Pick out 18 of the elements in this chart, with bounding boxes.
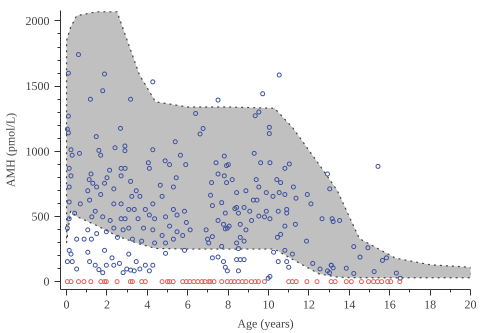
y-axis-title: AMH (pmol/L) bbox=[4, 112, 18, 188]
x-tick-label: 6 bbox=[184, 298, 191, 312]
x-tick-label: 8 bbox=[225, 298, 232, 312]
x-tick-label: 2 bbox=[104, 298, 110, 312]
y-tick-label: 0 bbox=[44, 274, 50, 289]
x-tick-label: 10 bbox=[262, 298, 275, 312]
y-tick-label: 500 bbox=[32, 209, 50, 224]
x-tick-label: 20 bbox=[464, 298, 476, 312]
x-tick-label: 16 bbox=[384, 298, 396, 312]
y-tick-label: 1000 bbox=[26, 144, 50, 158]
y-tick-label: 1500 bbox=[26, 79, 50, 94]
x-tick-label: 14 bbox=[343, 298, 356, 312]
x-tick-label: 0 bbox=[64, 298, 70, 312]
x-axis-title: Age (years) bbox=[237, 316, 294, 330]
x-tick-label: 18 bbox=[424, 298, 436, 312]
x-tick-label: 12 bbox=[302, 298, 315, 312]
y-tick-label: 2000 bbox=[26, 14, 50, 28]
x-tick-label: 4 bbox=[144, 298, 150, 312]
